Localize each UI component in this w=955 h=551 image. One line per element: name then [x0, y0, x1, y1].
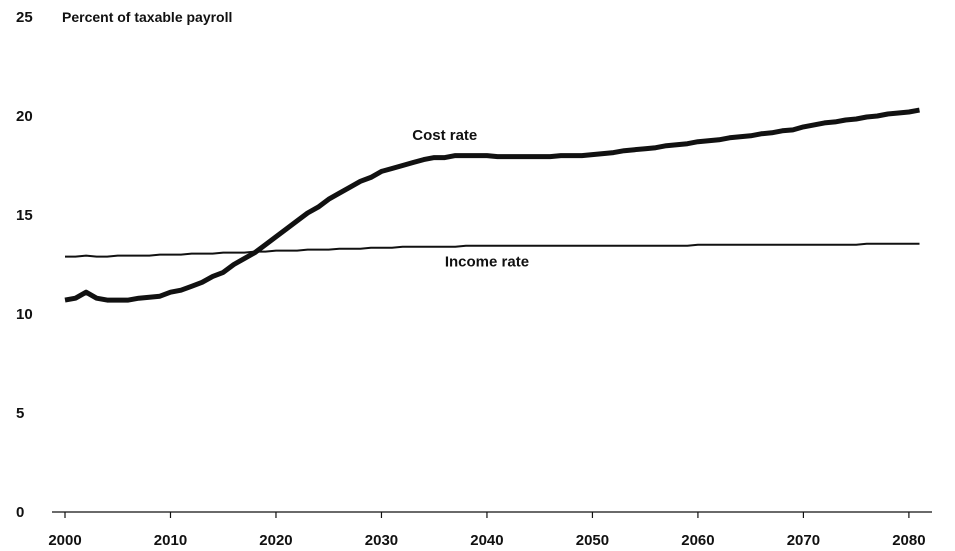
annotation-cost-rate: Cost rate [412, 127, 477, 144]
x-tick-label-2040: 2040 [470, 532, 503, 549]
annotation-income-rate: Income rate [445, 253, 529, 270]
x-axis-ticks: 2000 2010 2020 2030 2040 2050 2060 2070 2080 [48, 512, 926, 549]
y-tick-label-5: 5 [16, 405, 24, 422]
series-lines [64, 107, 920, 303]
y-tick-label-10: 10 [16, 306, 33, 323]
chart-title: Percent of taxable payroll [62, 9, 232, 25]
x-tick-label-2060: 2060 [681, 532, 714, 549]
series-line-income-rate [65, 242, 920, 258]
x-tick-label-2080: 2080 [892, 532, 925, 549]
x-tick-label-2000: 2000 [48, 532, 81, 549]
series-annotations: Cost rate Income rate [412, 127, 529, 271]
x-tick-label-2020: 2020 [259, 532, 292, 549]
x-tick-label-2050: 2050 [576, 532, 609, 549]
y-tick-label-0: 0 [16, 504, 24, 521]
y-tick-label-15: 15 [16, 207, 33, 224]
y-axis-tick-labels: 0 5 10 15 20 25 [16, 9, 33, 521]
y-tick-label-25: 25 [16, 9, 33, 26]
y-tick-label-20: 20 [16, 108, 33, 125]
x-tick-label-2070: 2070 [787, 532, 820, 549]
series-line-cost-rate [64, 107, 920, 303]
x-tick-label-2010: 2010 [154, 532, 187, 549]
x-tick-label-2030: 2030 [365, 532, 398, 549]
